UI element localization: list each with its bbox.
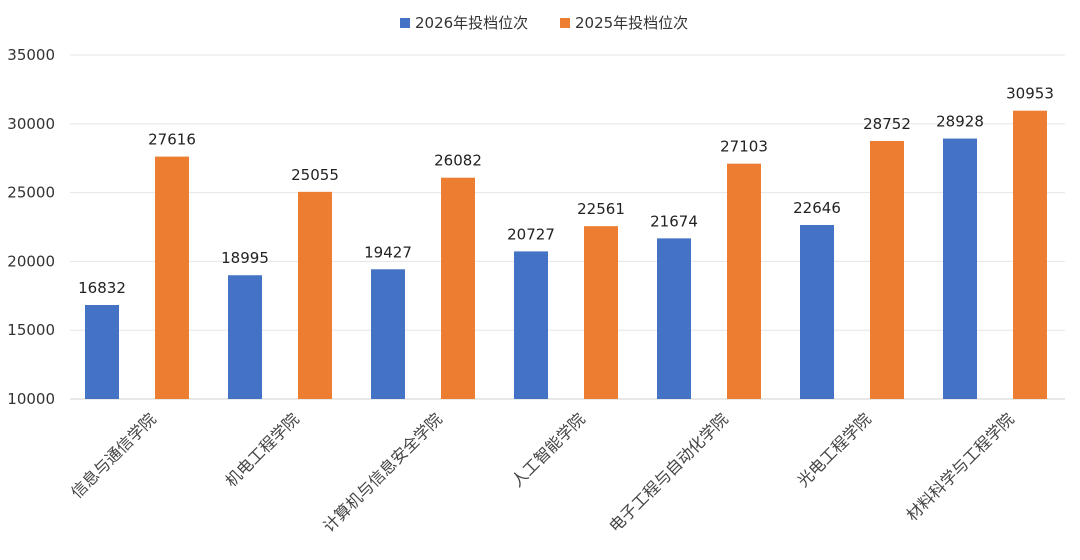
category-label: 计算机与信息安全学院: [319, 409, 446, 536]
category-label: 机电工程学院: [222, 409, 303, 490]
data-label: 19427: [364, 243, 412, 261]
category-labels: 信息与通信学院 机电工程学院 计算机与信息安全学院 人工智能学院 电子工程与自动化学院光…: [67, 409, 1018, 536]
category-label: 电子工程与自动化学院: [605, 409, 732, 536]
y-tick-label: 15000: [7, 321, 55, 339]
data-label: 25055: [291, 166, 339, 184]
gridlines: [70, 54, 1065, 400]
data-labels: 16832 27616 18995 25055 19427 26082 20727 22561…: [78, 85, 1054, 297]
data-label: 16832: [78, 279, 126, 297]
data-label: 30953: [1006, 85, 1054, 103]
category-label: 人工智能学院: [508, 409, 589, 490]
data-label: 26082: [434, 152, 482, 170]
legend-swatch: [560, 18, 570, 28]
data-label: 22561: [577, 200, 625, 218]
bar: [943, 138, 977, 399]
data-label: 28752: [863, 115, 911, 133]
data-label: 20727: [507, 225, 555, 243]
data-label: 22646: [793, 199, 841, 217]
bar: [800, 224, 834, 399]
bar: [155, 156, 189, 399]
legend: 2026年投档位次 2025年投档位次: [400, 14, 688, 32]
bars: [85, 110, 1047, 400]
y-tick-label: 30000: [7, 115, 55, 133]
data-label: 28928: [936, 113, 984, 131]
category-label: 光电工程学院: [794, 409, 875, 490]
data-label: 18995: [221, 249, 269, 267]
bar: [870, 140, 904, 399]
y-tick-label: 20000: [7, 252, 55, 270]
data-label: 27616: [148, 131, 196, 149]
data-label: 21674: [650, 212, 698, 230]
bar: [228, 275, 262, 399]
legend-swatch: [400, 18, 410, 28]
y-tick-label: 10000: [7, 390, 55, 408]
category-label: 信息与通信学院: [67, 409, 160, 502]
legend-label: 2025年投档位次: [575, 14, 688, 32]
bar: [1013, 110, 1047, 400]
bar: [441, 177, 475, 399]
legend-item: 2026年投档位次: [400, 14, 528, 32]
y-tick-label: 35000: [7, 46, 55, 64]
bar: [85, 304, 119, 399]
bar: [584, 226, 618, 399]
bar: [298, 191, 332, 399]
bar: [727, 163, 761, 399]
bar: [514, 251, 548, 399]
y-tick-label: 25000: [7, 184, 55, 202]
bar: [371, 269, 405, 399]
category-label: 材料科学与工程学院: [903, 409, 1018, 524]
bar: [657, 238, 691, 399]
data-label: 27103: [720, 138, 768, 156]
y-axis-ticks: 10000 15000 20000 25000 30000 35000: [7, 46, 55, 408]
legend-label: 2026年投档位次: [415, 14, 528, 32]
legend-item: 2025年投档位次: [560, 14, 688, 32]
